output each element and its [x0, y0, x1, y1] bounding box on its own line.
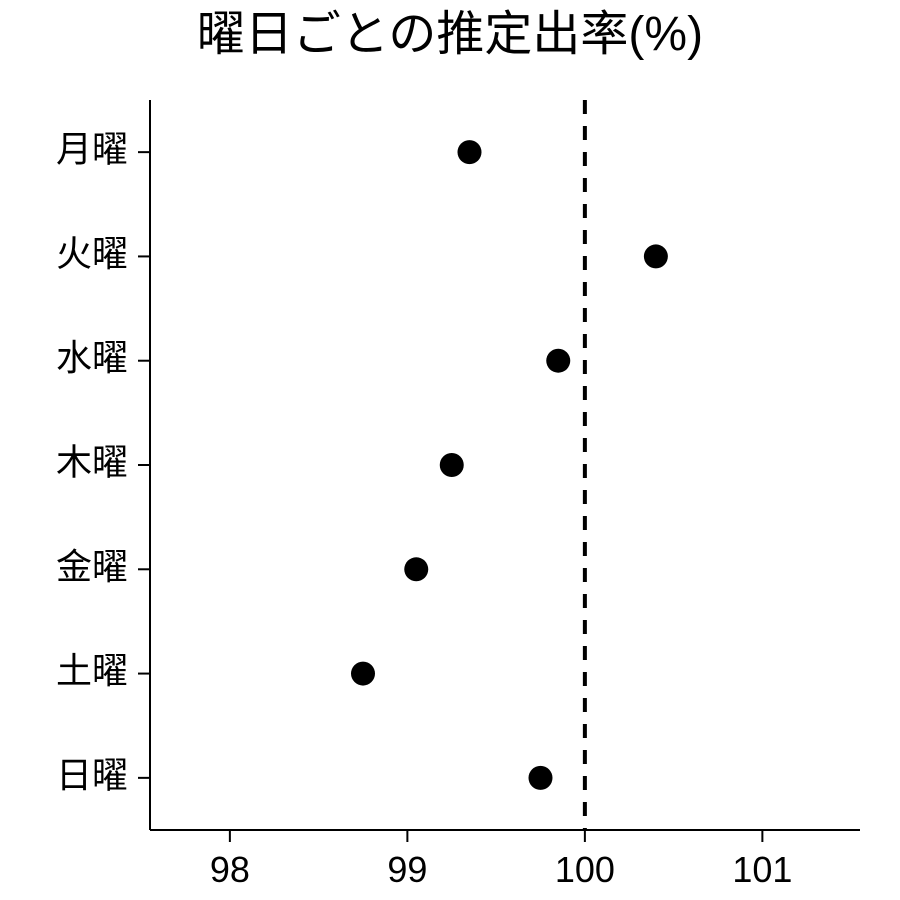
data-point — [351, 662, 375, 686]
data-point — [529, 766, 553, 790]
y-axis-label: 土曜 — [56, 650, 128, 691]
y-axis-label: 水曜 — [56, 337, 128, 378]
y-axis-label: 日曜 — [56, 754, 128, 795]
y-axis-label: 月曜 — [56, 129, 128, 170]
x-axis-label: 100 — [555, 849, 615, 890]
dot-plot-chart: 曜日ごとの推定出率(%) 月曜火曜水曜木曜金曜土曜日曜 98 99 100 101 — [0, 0, 900, 900]
data-point — [404, 557, 428, 581]
y-axis-label: 木曜 — [56, 442, 128, 483]
chart-title: 曜日ごとの推定出率(%) — [197, 8, 703, 61]
data-point — [546, 349, 570, 373]
y-axis-label: 金曜 — [56, 546, 128, 587]
x-axis-label: 101 — [732, 849, 792, 890]
data-point — [644, 244, 668, 268]
data-point — [458, 140, 482, 164]
y-axis-label: 火曜 — [56, 233, 128, 274]
x-axis-label: 99 — [387, 849, 427, 890]
chart-background — [0, 0, 900, 900]
data-point — [440, 453, 464, 477]
x-axis-label: 98 — [210, 849, 250, 890]
